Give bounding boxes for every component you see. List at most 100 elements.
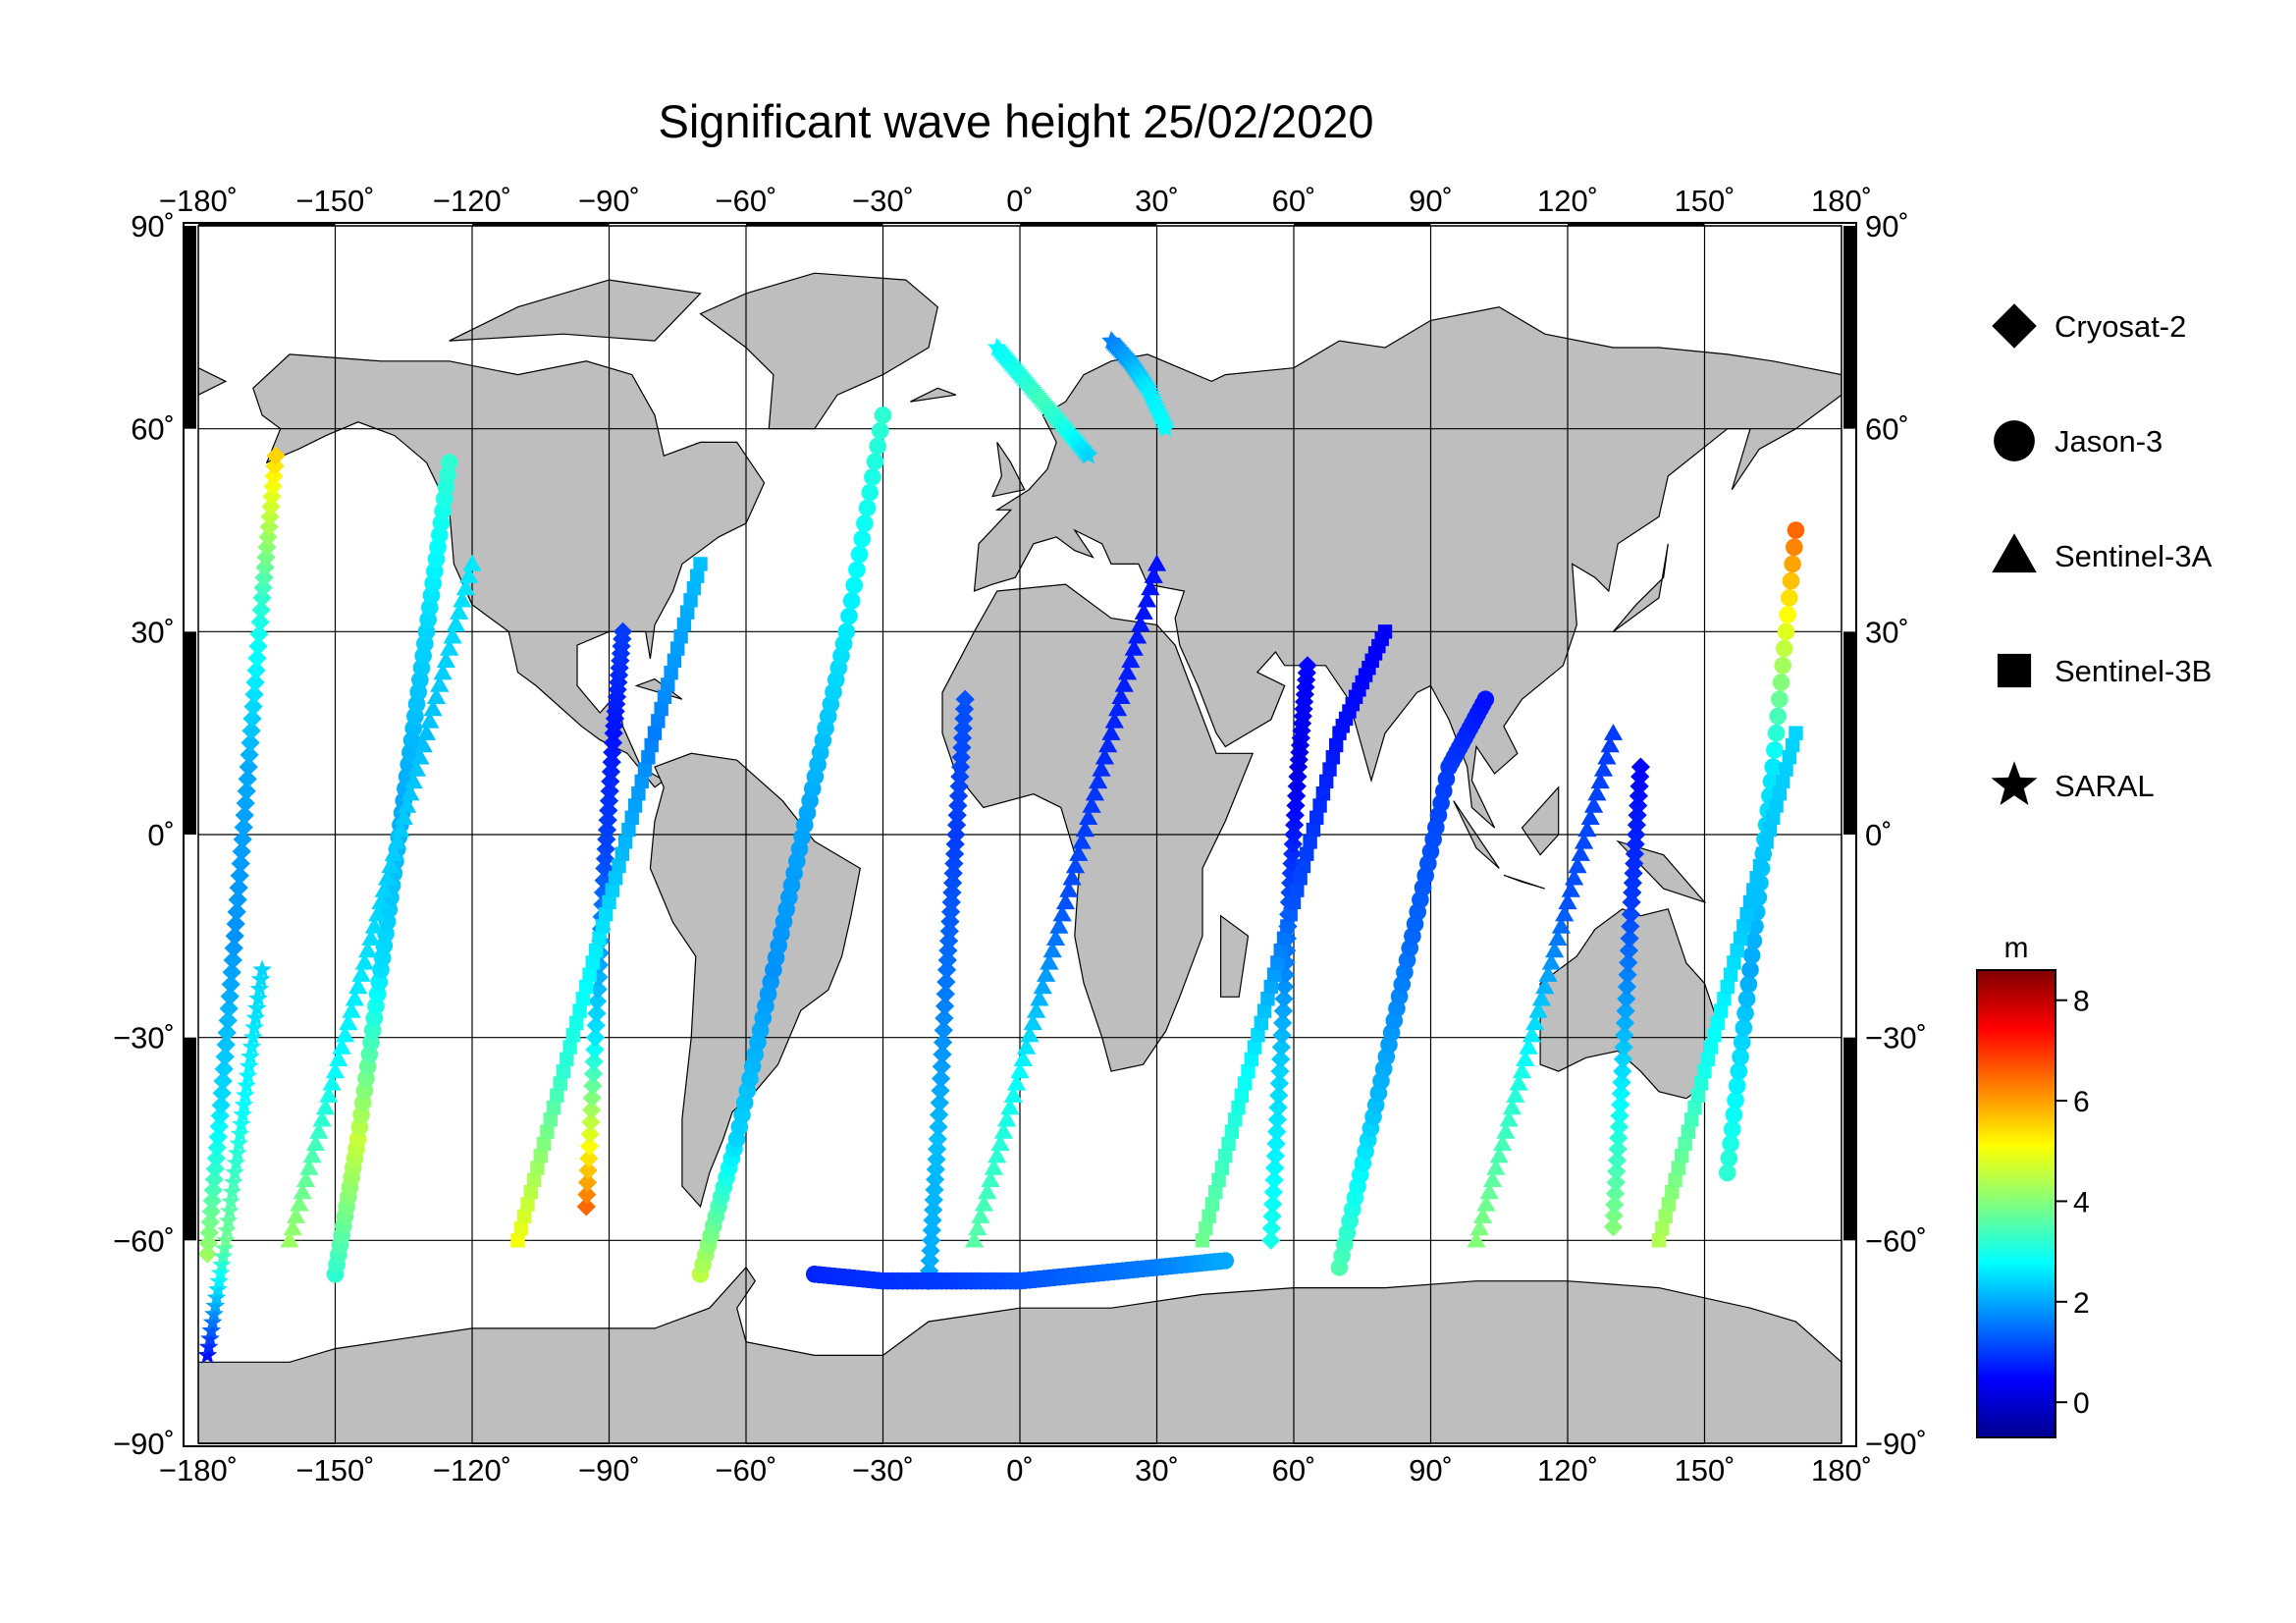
track-point: [1055, 893, 1076, 910]
track-point: [205, 1295, 226, 1315]
track-point: [624, 810, 639, 825]
track-point: [1003, 1086, 1023, 1103]
track-point: [1604, 1206, 1624, 1225]
track-point: [249, 624, 269, 644]
track-point: [1762, 822, 1778, 838]
track-point: [400, 784, 420, 801]
track-point: [1476, 1194, 1496, 1212]
track-point: [1614, 1037, 1633, 1057]
track-point: [1785, 737, 1800, 753]
track-point: [978, 1182, 997, 1200]
track-point: [315, 1098, 336, 1115]
track-point: [240, 732, 260, 753]
track-point: [1092, 760, 1111, 777]
lat-tick-label-right: 30˚: [1865, 615, 1909, 649]
track-point: [1214, 1161, 1230, 1175]
track-point: [214, 1238, 235, 1258]
track-point: [296, 1170, 316, 1187]
lon-tick-label-top: −150˚: [295, 184, 374, 218]
track-point: [925, 1180, 944, 1200]
lon-tick-label-top: 30˚: [1135, 184, 1179, 218]
track-point: [621, 822, 636, 838]
track-point: [1283, 906, 1298, 922]
track-point: [1224, 1124, 1240, 1139]
track-point: [204, 1169, 224, 1189]
track-point: [198, 1233, 218, 1253]
track-point: [230, 1123, 250, 1143]
track-point: [381, 856, 400, 874]
track-point: [1141, 578, 1160, 596]
lon-tick-label-top: −180˚: [159, 184, 238, 218]
track-point: [1605, 1195, 1625, 1215]
track-point: [939, 931, 959, 950]
track-point: [583, 1076, 603, 1096]
track-point: [1137, 590, 1157, 608]
track-point: [1288, 767, 1308, 786]
track-point: [1306, 822, 1321, 838]
track-point: [1509, 1073, 1528, 1091]
track-point: [213, 1071, 233, 1091]
track-point: [523, 1184, 538, 1200]
satellite-legend: Cryosat-2 Jason-3 Sentinel-3A Sentinel-3B SA…: [1991, 303, 2213, 805]
track-point: [1782, 571, 1800, 590]
track-point: [1611, 1095, 1630, 1114]
track-point: [1675, 1149, 1689, 1163]
track-point: [924, 1200, 943, 1219]
track-point: [1241, 1063, 1255, 1079]
legend-circle-icon: [1994, 420, 2035, 461]
lat-tick-label-left: −90˚: [113, 1427, 175, 1461]
track-point: [1727, 1091, 1744, 1109]
track-point: [553, 1076, 567, 1091]
track-point: [221, 1191, 241, 1211]
track-point: [263, 476, 283, 496]
track-point: [964, 1230, 985, 1248]
track-point: [1201, 1209, 1216, 1223]
track-point: [209, 1271, 230, 1290]
track-point: [198, 1244, 217, 1264]
colorbar-tick-label: 6: [2073, 1086, 2090, 1118]
lat-tick-label-left: −60˚: [113, 1223, 175, 1258]
track-point: [1267, 1109, 1287, 1129]
track-point: [1098, 735, 1118, 753]
track-point: [1221, 1136, 1236, 1152]
track-point: [1668, 1172, 1682, 1188]
track-point: [239, 1055, 259, 1075]
track-point: [299, 1158, 319, 1175]
track-point: [617, 835, 633, 849]
track-point: [248, 636, 268, 656]
track-point: [1538, 965, 1558, 982]
track-point: [1744, 932, 1763, 950]
track-point: [255, 558, 275, 577]
track-point: [1269, 1073, 1289, 1093]
track-point: [227, 902, 246, 922]
track-point: [579, 979, 594, 995]
track-point: [1597, 747, 1617, 765]
track-point: [1269, 1086, 1289, 1106]
frame-bar-left: [184, 631, 196, 835]
track-point: [368, 904, 388, 922]
track-point: [225, 926, 244, 946]
track-point: [1499, 1109, 1519, 1127]
track-point: [1263, 1182, 1283, 1202]
track-point: [1661, 1197, 1677, 1212]
track-point: [258, 527, 278, 547]
track-point: [872, 421, 889, 440]
track-point: [536, 1136, 552, 1152]
track-point: [1781, 589, 1798, 607]
track-point: [526, 1172, 542, 1188]
track-point: [1312, 798, 1327, 813]
track-point: [1037, 965, 1056, 982]
track-point: [1730, 1062, 1748, 1080]
track-point: [1618, 965, 1637, 985]
map-frame-inner: [197, 225, 1842, 1444]
track-point: [954, 709, 974, 729]
track-point: [1776, 639, 1793, 658]
map-title: Significant wave height 25/02/2020: [658, 95, 1373, 147]
track-point: [1607, 1151, 1628, 1170]
track-point: [845, 576, 864, 594]
track-point: [242, 1027, 263, 1047]
track-point: [935, 984, 955, 1003]
lon-tick-label-top: −90˚: [578, 184, 640, 218]
track-point: [981, 1170, 1000, 1187]
track-point: [453, 590, 472, 608]
